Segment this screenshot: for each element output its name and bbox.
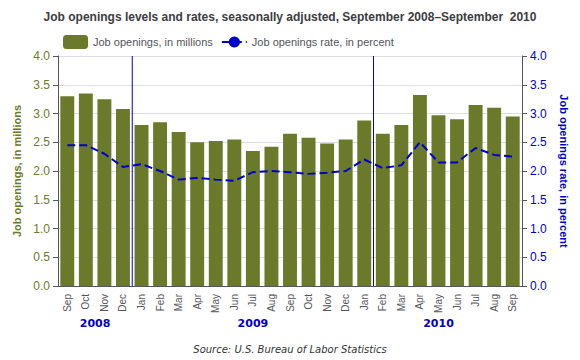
svg-text:Job openings rate, in percent: Job openings rate, in percent — [558, 94, 570, 248]
svg-text:2.5: 2.5 — [33, 135, 50, 149]
svg-text:4.0: 4.0 — [33, 49, 50, 63]
svg-text:2.0: 2.0 — [530, 164, 547, 178]
svg-text:2010: 2010 — [423, 317, 454, 330]
svg-text:Apr: Apr — [414, 293, 425, 309]
svg-text:2009: 2009 — [238, 317, 269, 330]
svg-text:0.5: 0.5 — [33, 250, 50, 264]
svg-text:0.5: 0.5 — [530, 250, 547, 264]
svg-text:1.5: 1.5 — [33, 193, 50, 207]
svg-text:0.0: 0.0 — [530, 279, 547, 293]
svg-text:Jan: Jan — [359, 294, 370, 310]
svg-text:2008: 2008 — [80, 317, 111, 330]
svg-text:Jul: Jul — [470, 294, 481, 307]
svg-text:Job openings levels and rates,: Job openings levels and rates, seasonall… — [44, 10, 537, 24]
svg-text:Job openings, in millions: Job openings, in millions — [11, 105, 23, 237]
svg-text:Jul: Jul — [247, 294, 258, 307]
svg-text:Jun: Jun — [229, 294, 240, 310]
svg-text:3.5: 3.5 — [530, 78, 547, 92]
svg-text:1.5: 1.5 — [530, 193, 547, 207]
svg-text:Mar: Mar — [173, 293, 184, 311]
svg-text:Apr: Apr — [192, 293, 203, 309]
svg-text:Nov: Nov — [99, 294, 110, 312]
svg-text:Jun: Jun — [452, 294, 463, 310]
svg-text:1.0: 1.0 — [33, 222, 50, 236]
svg-text:0.0: 0.0 — [33, 279, 50, 293]
svg-text:May: May — [433, 294, 444, 313]
svg-text:Job openings rate, in percent: Job openings rate, in percent — [252, 36, 394, 48]
svg-text:Mar: Mar — [396, 293, 407, 311]
svg-text:Sep: Sep — [62, 294, 73, 312]
svg-text:4.0: 4.0 — [530, 49, 547, 63]
svg-text:Dec: Dec — [117, 294, 128, 312]
svg-text:3.0: 3.0 — [33, 107, 50, 121]
svg-text:Feb: Feb — [155, 294, 166, 312]
svg-text:Feb: Feb — [377, 294, 388, 312]
svg-text:May: May — [210, 294, 221, 313]
svg-text:Aug: Aug — [266, 294, 277, 312]
svg-text:2.5: 2.5 — [530, 135, 547, 149]
svg-text:Sep: Sep — [285, 294, 296, 312]
svg-text:2.0: 2.0 — [33, 164, 50, 178]
svg-text:Nov: Nov — [322, 294, 333, 312]
svg-text:3.0: 3.0 — [530, 107, 547, 121]
svg-text:Source: U.S. Bureau of Labor S: Source: U.S. Bureau of Labor Statistics — [193, 344, 386, 355]
svg-text:Jan: Jan — [136, 294, 147, 310]
svg-text:Sep: Sep — [507, 294, 518, 312]
svg-text:1.0: 1.0 — [530, 222, 547, 236]
svg-text:Dec: Dec — [340, 294, 351, 312]
svg-text:Oct: Oct — [303, 294, 314, 310]
svg-text:Aug: Aug — [489, 294, 500, 312]
svg-text:Job openings, in millions: Job openings, in millions — [93, 36, 213, 48]
svg-text:Oct: Oct — [80, 294, 91, 310]
svg-text:3.5: 3.5 — [33, 78, 50, 92]
